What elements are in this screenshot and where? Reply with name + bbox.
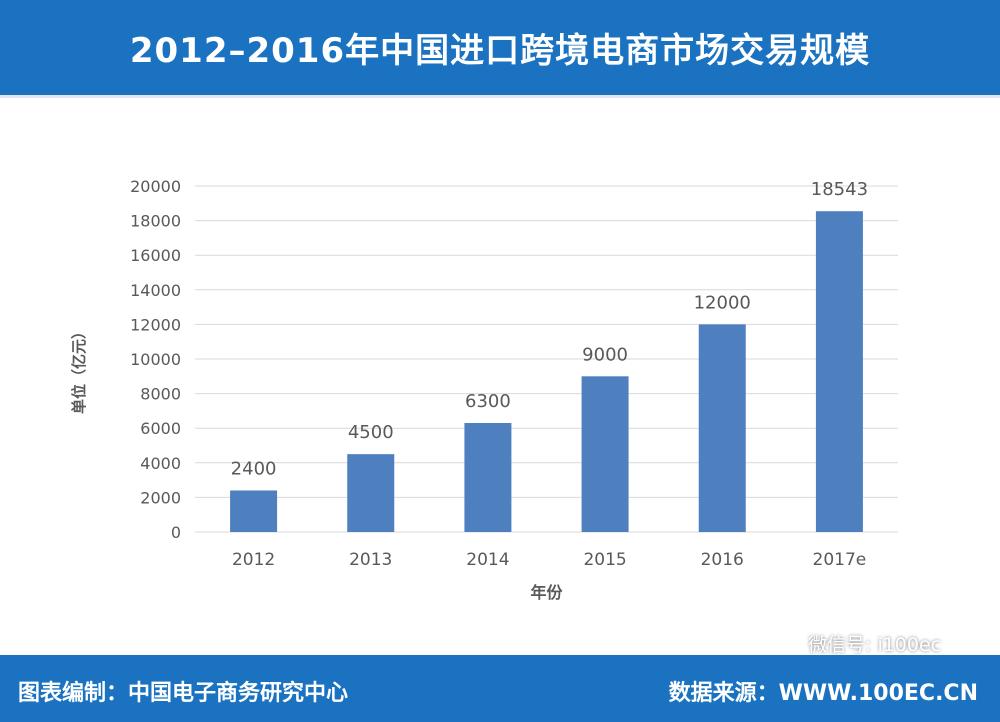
- footer-banner: 图表编制：中国电子商务研究中心 数据来源：WWW.100EC.CN: [0, 655, 1000, 722]
- bar: [815, 211, 863, 532]
- x-tick-label: 2016: [701, 550, 744, 570]
- y-tick-label: 20000: [130, 177, 181, 196]
- data-label: 6300: [465, 391, 511, 412]
- bar: [230, 490, 278, 532]
- y-tick-label: 16000: [130, 246, 181, 265]
- bar-chart: 0 2000 4000 6000 8000 10000 12000 14000 16000 180…: [70, 177, 898, 602]
- source-text: 数据来源：WWW.100EC.CN: [668, 681, 978, 706]
- data-label: 18543: [811, 179, 868, 200]
- data-label: 9000: [582, 344, 628, 365]
- x-tick-label: 2015: [583, 550, 626, 570]
- y-tick-label: 14000: [130, 281, 181, 300]
- data-label: 12000: [694, 292, 751, 313]
- y-tick-label: 6000: [140, 419, 181, 438]
- wechat-watermark: 微信号: i100ec: [762, 628, 941, 658]
- data-label: 4500: [348, 422, 394, 443]
- header-banner: 2012–2016年中国进口跨境电商市场交易规模: [0, 0, 1000, 95]
- bar: [698, 324, 746, 532]
- wechat-icon: [763, 629, 800, 657]
- y-tick-label: 18000: [130, 212, 181, 231]
- bar: [581, 376, 629, 532]
- bar: [464, 423, 512, 532]
- y-tick-label: 10000: [130, 350, 181, 369]
- data-label: 2400: [231, 458, 277, 479]
- x-axis-title: 年份: [530, 583, 563, 602]
- bar: [347, 454, 395, 532]
- x-tick-label: 2017e: [813, 550, 867, 570]
- watermark-text: 微信号: i100ec: [808, 633, 942, 656]
- credit-text: 图表编制：中国电子商务研究中心: [18, 681, 349, 706]
- y-tick-label: 4000: [140, 454, 181, 473]
- header-divider: [0, 95, 1000, 98]
- y-tick-label: 0: [171, 523, 181, 542]
- x-tick-label: 2013: [349, 550, 392, 570]
- y-tick-label: 12000: [130, 315, 181, 334]
- y-tick-label: 8000: [140, 385, 181, 404]
- x-tick-label: 2012: [232, 550, 275, 570]
- chart-title: 2012–2016年中国进口跨境电商市场交易规模: [129, 31, 871, 71]
- x-tick-label: 2014: [466, 550, 509, 570]
- y-axis-title: 单位（亿元）: [70, 324, 88, 414]
- y-tick-label: 2000: [140, 488, 181, 507]
